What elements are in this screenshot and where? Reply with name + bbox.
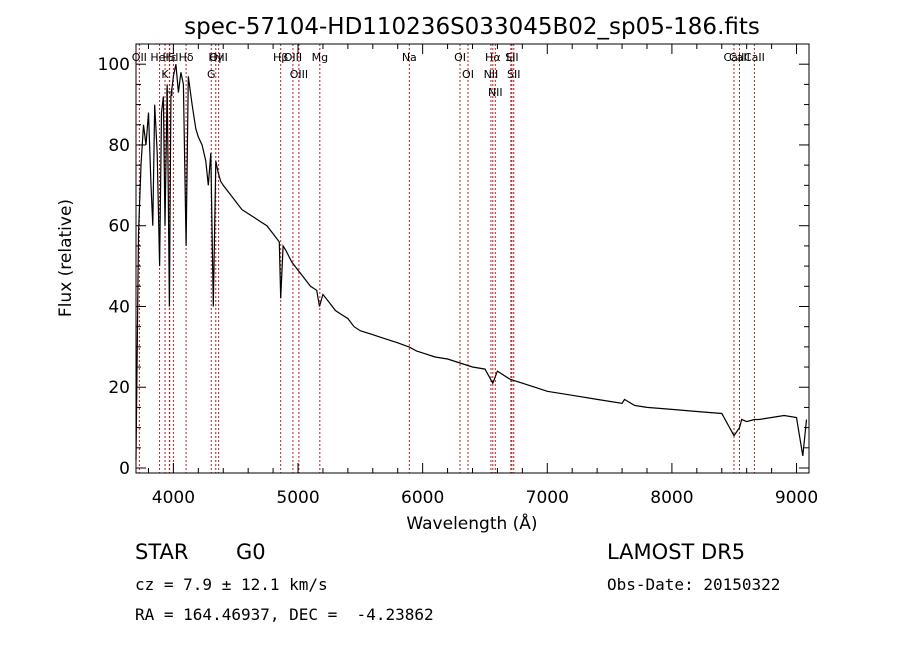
y-tick-label: 0 [119,459,130,479]
sky-coordinates: RA = 164.46937, DEC = -4.23862 [135,605,434,624]
line-marker-label: SII [505,51,518,64]
line-marker-label: OIII [284,51,302,64]
x-tick-label: 7000 [526,488,569,508]
survey-name: LAMOST DR5 [607,540,746,564]
line-marker-label: OI [454,51,466,64]
x-tick-label: 6000 [401,488,444,508]
x-axis-label: Wavelength (Å) [406,512,537,534]
y-axis-label: Flux (relative) [56,199,76,317]
y-tick-label: 40 [108,297,130,317]
x-tick-label: 4000 [152,488,195,508]
line-marker-label: OII [132,51,147,64]
line-marker-label: Na [402,51,417,64]
line-marker-label: OIII [209,51,227,64]
line-marker-label: G [207,68,216,81]
line-marker-label: OI [462,68,474,81]
x-tick-label: 8000 [650,488,693,508]
line-marker-label: OIII [290,68,308,81]
line-marker-label: HeI [150,51,168,64]
line-marker-label: Hβ [273,51,288,64]
object-subclass: G0 [236,540,266,564]
line-marker-label: NII [488,86,503,99]
line-marker-label: SII [507,68,520,81]
y-tick-label: 100 [98,55,130,75]
line-marker-label: Li [506,51,515,64]
object-class: STAR [135,540,189,564]
line-marker-label: K [161,68,169,81]
redshift-velocity: cz = 7.9 ± 12.1 km/s [135,575,328,594]
line-marker-label: SI [168,51,178,64]
x-tick-label: 9000 [775,488,818,508]
chart-title: spec-57104-HD110236S033045B02_sp05-186.f… [184,14,760,40]
plot-frame [135,43,810,474]
line-marker-label: CaII [744,51,765,64]
x-tick-label: 5000 [276,488,319,508]
line-marker-label: Hα [485,51,501,64]
line-marker-label: H [165,86,173,99]
y-tick-label: 80 [108,136,130,156]
axis-ticks: 4000 5000 6000 7000 8000 9000 0 20 40 60 80 100 [98,44,818,508]
spectrum-line [135,64,808,460]
observation-date: Obs-Date: 20150322 [607,575,781,594]
y-tick-label: 20 [108,378,130,398]
line-marker-label: Hγ [208,51,223,64]
line-marker-label: Hδ [179,51,194,64]
y-tick-label: 60 [108,217,130,237]
line-marker-label: NII [484,68,499,81]
line-marker-label: Mg [312,51,328,64]
line-marker-label: CaII [729,51,750,64]
